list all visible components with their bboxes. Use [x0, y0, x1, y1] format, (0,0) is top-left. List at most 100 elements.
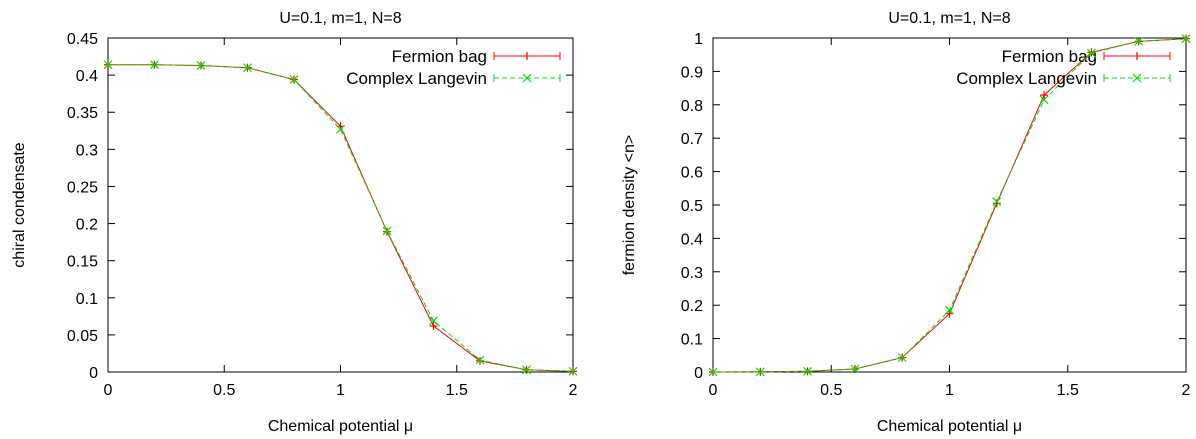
chart-title: U=0.1, m=1, N=8 — [279, 10, 401, 27]
y-tick-label: 1 — [694, 31, 703, 48]
x-tick-label: 2 — [1182, 382, 1191, 399]
data-point — [992, 197, 1002, 207]
x-axis-label: Chemical potential μ — [877, 418, 1022, 435]
y-tick-label: 0.8 — [681, 98, 703, 115]
legend-label: Complex Langevin — [346, 69, 487, 88]
x-tick-label: 0 — [104, 382, 113, 399]
y-tick-label: 0.45 — [67, 31, 98, 48]
series-1 — [104, 60, 577, 376]
legend-marker — [1132, 73, 1142, 83]
x-tick-label: 1.5 — [1057, 382, 1079, 399]
x-tick-label: 0 — [709, 382, 718, 399]
marker-d2 — [522, 365, 531, 375]
legend-label: Fermion bag — [1002, 47, 1097, 66]
data-point — [289, 75, 299, 84]
marker-d2 — [1134, 36, 1144, 46]
plot-frame — [712, 37, 1187, 373]
marker-d2 — [243, 63, 252, 73]
y-tick-label: 0 — [694, 365, 703, 382]
x-tick-label: 1.5 — [446, 382, 468, 399]
legend-label: Fermion bag — [392, 47, 487, 66]
data-point — [382, 226, 392, 236]
y-tick-label: 0.35 — [67, 105, 98, 122]
data-point — [850, 364, 860, 374]
y-tick-label: 0.25 — [67, 179, 98, 196]
marker-d2 — [1181, 34, 1191, 44]
series-1 — [709, 34, 1190, 376]
marker-d2 — [429, 316, 438, 326]
y-tick-label: 0.9 — [681, 64, 703, 81]
series-line — [712, 38, 1187, 373]
y-axis-label: fermion density <n> — [621, 135, 638, 276]
marker-d2 — [897, 353, 907, 363]
series-line — [108, 64, 574, 372]
y-tick-label: 0.1 — [76, 291, 98, 308]
data-point — [568, 366, 578, 376]
y-tick-label: 0.1 — [681, 332, 703, 349]
x-axis-label: Chemical potential μ — [268, 418, 413, 435]
data-point — [429, 321, 438, 330]
plot-frame — [107, 37, 574, 373]
series-line — [712, 38, 1187, 373]
marker-d2 — [803, 366, 813, 376]
y-tick-label: 0.4 — [76, 68, 98, 85]
marker-d2 — [150, 60, 159, 70]
marker-d2 — [289, 75, 299, 84]
data-point — [336, 124, 345, 134]
marker-d2 — [850, 364, 860, 374]
data-point — [475, 355, 485, 365]
data-point — [897, 353, 907, 363]
data-point — [708, 367, 718, 377]
y-tick-label: 0.6 — [681, 165, 703, 182]
y-tick-label: 0.3 — [76, 142, 98, 159]
data-point — [1039, 95, 1049, 105]
data-point — [945, 305, 954, 315]
y-tick-label: 0.2 — [76, 217, 98, 234]
marker-d2 — [568, 366, 578, 376]
series-2 — [708, 34, 1191, 377]
x-tick-label: 2 — [569, 382, 578, 399]
data-point — [1134, 36, 1144, 46]
y-axis-label: chiral condensate — [11, 142, 28, 268]
marker-d2 — [103, 60, 113, 70]
y-tick-label: 0.2 — [681, 298, 703, 315]
x-tick-label: 1 — [945, 382, 954, 399]
marker-d2 — [708, 367, 718, 377]
data-point — [1181, 34, 1191, 44]
marker-d2 — [382, 226, 392, 236]
data-point — [103, 60, 113, 70]
legend-marker — [522, 73, 532, 83]
data-point — [243, 63, 252, 73]
marker-d2 — [475, 355, 485, 365]
series-line — [108, 64, 574, 372]
data-point — [429, 316, 438, 326]
marker-d2 — [1086, 48, 1096, 58]
y-tick-label: 0.4 — [681, 231, 703, 248]
y-tick-label: 0.15 — [67, 254, 98, 271]
chart-1: U=0.1, m=1, N=8 0 0.5 1 1.5 2 0 0.05 0.1 0.15 0.2 0… — [11, 10, 578, 435]
data-point — [755, 367, 765, 377]
data-point — [1040, 91, 1049, 100]
chart-title: U=0.1, m=1, N=8 — [888, 10, 1010, 27]
marker-d2 — [196, 61, 206, 70]
y-tick-label: 0.7 — [681, 131, 703, 148]
data-point — [196, 61, 206, 70]
marker-d2 — [1039, 95, 1049, 105]
x-tick-label: 1 — [336, 382, 345, 399]
x-tick-label: 0.5 — [213, 382, 235, 399]
x-tick-label: 0.5 — [820, 382, 842, 399]
y-tick-label: 0.5 — [681, 198, 703, 215]
data-point — [522, 365, 531, 375]
marker-d2 — [992, 197, 1002, 207]
marker-d2 — [336, 124, 345, 134]
marker-d2 — [945, 305, 954, 315]
series-2 — [103, 60, 578, 376]
legend-label: Complex Langevin — [956, 69, 1097, 88]
data-point — [803, 366, 813, 376]
data-point — [150, 60, 159, 70]
y-tick-label: 0.3 — [681, 265, 703, 282]
y-tick-label: 0.05 — [67, 328, 98, 345]
marker-d2 — [755, 367, 765, 377]
data-point — [1086, 48, 1096, 58]
